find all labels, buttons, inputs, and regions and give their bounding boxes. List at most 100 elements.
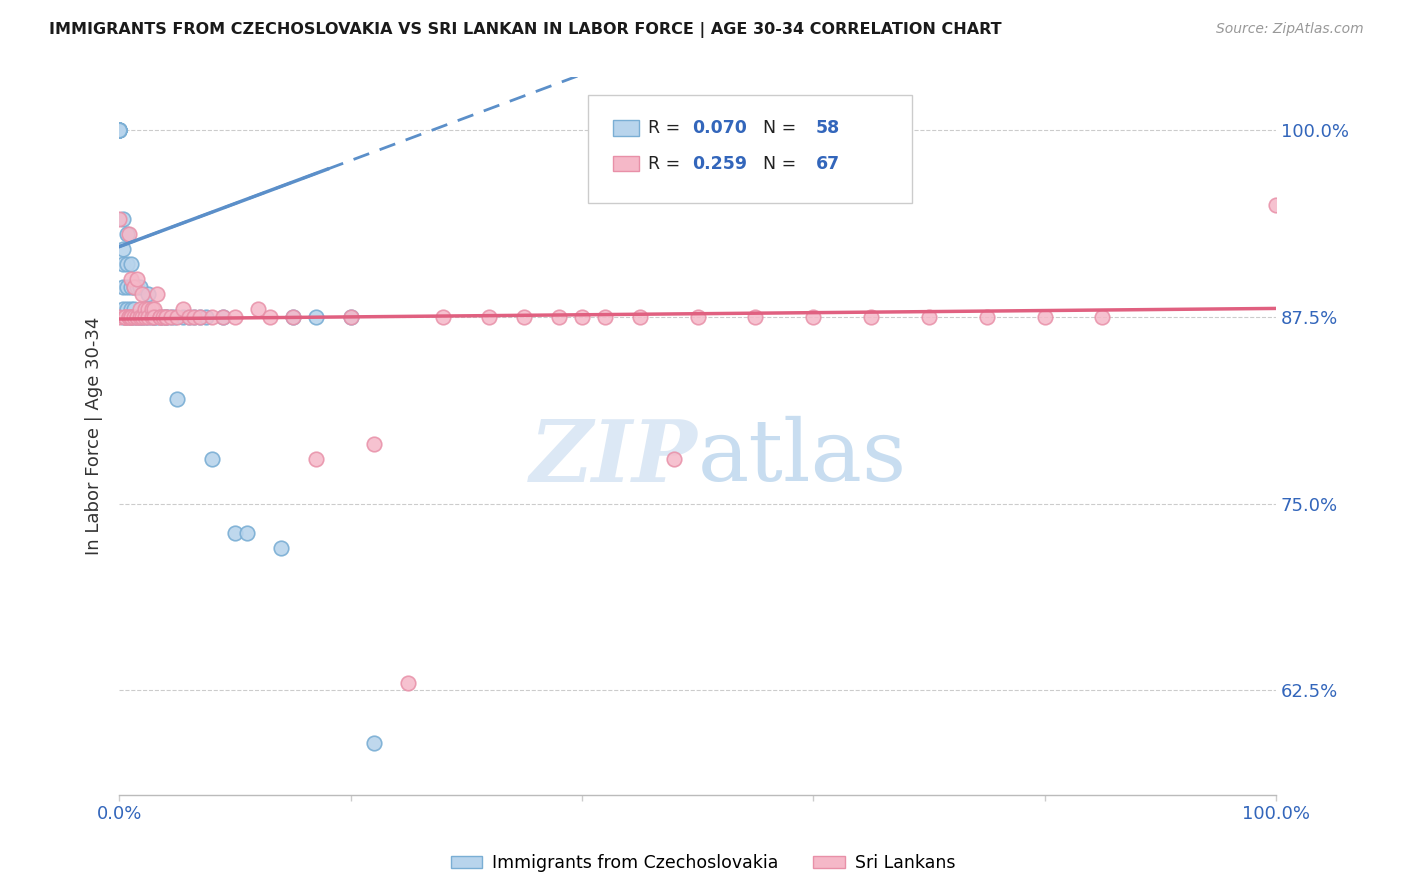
Point <box>155 310 177 324</box>
Point <box>339 310 361 324</box>
Point <box>125 272 148 286</box>
Point <box>129 279 152 293</box>
Point <box>120 310 142 324</box>
Point <box>141 310 163 324</box>
Point <box>664 451 686 466</box>
Point <box>235 526 257 541</box>
Point <box>177 310 200 324</box>
Point <box>432 310 454 324</box>
Point <box>120 279 142 293</box>
Point <box>571 310 593 324</box>
Point <box>108 122 131 136</box>
Point <box>188 310 211 324</box>
Point <box>976 310 998 324</box>
Text: 0.259: 0.259 <box>692 154 747 172</box>
Point <box>281 310 304 324</box>
Point <box>131 310 153 324</box>
Point <box>117 310 139 324</box>
Point <box>183 310 205 324</box>
Point <box>155 310 177 324</box>
Point <box>212 310 235 324</box>
Point <box>124 310 146 324</box>
Point <box>860 310 883 324</box>
Point <box>111 279 134 293</box>
Point <box>1033 310 1056 324</box>
Legend: Immigrants from Czechoslovakia, Sri Lankans: Immigrants from Czechoslovakia, Sri Lank… <box>443 847 963 879</box>
Point <box>363 436 385 450</box>
Point <box>224 310 246 324</box>
Point <box>1091 310 1114 324</box>
Point <box>201 451 224 466</box>
Point <box>195 310 218 324</box>
Point <box>134 310 156 324</box>
Point <box>114 310 136 324</box>
Point <box>108 122 131 136</box>
Point <box>478 310 501 324</box>
Text: R =: R = <box>648 154 686 172</box>
Point <box>143 310 166 324</box>
Point <box>270 541 292 556</box>
Point <box>108 310 131 324</box>
FancyBboxPatch shape <box>588 95 911 203</box>
Point <box>547 310 569 324</box>
Point <box>177 310 200 324</box>
Point <box>117 302 139 317</box>
Point <box>160 310 183 324</box>
Point <box>166 392 188 406</box>
Point <box>114 310 136 324</box>
Text: 67: 67 <box>815 154 839 172</box>
Point <box>120 272 142 286</box>
Point <box>131 310 153 324</box>
Point <box>149 310 172 324</box>
Point <box>117 257 139 271</box>
Point <box>146 287 169 301</box>
FancyBboxPatch shape <box>613 156 638 171</box>
Point <box>136 302 159 317</box>
Point <box>108 122 131 136</box>
Point <box>628 310 651 324</box>
Point <box>149 310 172 324</box>
Point <box>108 122 131 136</box>
Point <box>141 310 163 324</box>
FancyBboxPatch shape <box>613 120 638 136</box>
Point <box>201 310 224 324</box>
Text: R =: R = <box>648 119 686 136</box>
Text: N =: N = <box>752 154 801 172</box>
Text: N =: N = <box>752 119 801 136</box>
Point <box>212 310 235 324</box>
Point <box>108 122 131 136</box>
Point <box>513 310 536 324</box>
Point <box>111 243 134 257</box>
Point <box>145 310 167 324</box>
Point <box>172 302 194 317</box>
Point <box>339 310 361 324</box>
Point <box>124 279 146 293</box>
Point <box>129 310 152 324</box>
Point <box>117 310 139 324</box>
Point <box>108 122 131 136</box>
Text: 0.070: 0.070 <box>692 119 747 136</box>
Point <box>141 302 163 317</box>
Point <box>120 310 142 324</box>
Point <box>150 310 173 324</box>
Point <box>281 310 304 324</box>
Point <box>120 302 142 317</box>
Point <box>593 310 616 324</box>
Point <box>136 287 159 301</box>
Point <box>125 310 148 324</box>
Point <box>120 310 142 324</box>
Point <box>125 310 148 324</box>
Point <box>801 310 824 324</box>
Text: IMMIGRANTS FROM CZECHOSLOVAKIA VS SRI LANKAN IN LABOR FORCE | AGE 30-34 CORRELAT: IMMIGRANTS FROM CZECHOSLOVAKIA VS SRI LA… <box>49 22 1002 38</box>
Point <box>136 310 159 324</box>
Point <box>136 310 159 324</box>
Point <box>172 310 194 324</box>
Text: ZIP: ZIP <box>530 416 697 500</box>
Point <box>117 227 139 242</box>
Point <box>160 310 183 324</box>
Point <box>686 310 709 324</box>
Point <box>188 310 211 324</box>
Point <box>129 302 152 317</box>
Point <box>108 122 131 136</box>
Text: atlas: atlas <box>697 417 907 500</box>
